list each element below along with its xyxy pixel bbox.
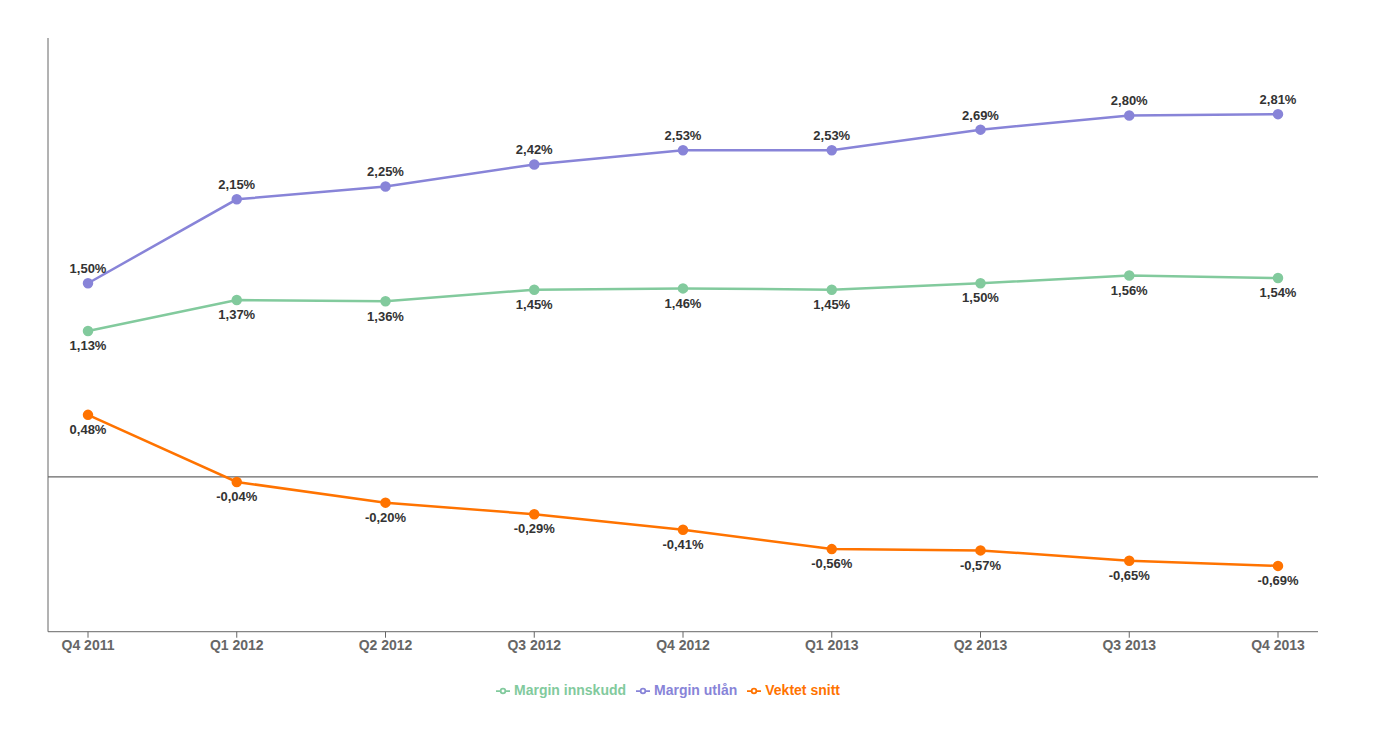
html-text:Margin utlån: Margin utlån <box>654 681 738 698</box>
svg-text:Q3 2012: Q3 2012 <box>507 637 561 653</box>
svg-text:Q1 2013: Q1 2013 <box>805 637 859 653</box>
svg-text:Q2 2012: Q2 2012 <box>359 637 413 653</box>
svg-text:1,46%: 1,46% <box>665 296 702 311</box>
svg-text:2,69%: 2,69% <box>962 108 999 123</box>
svg-text:1,36%: 1,36% <box>367 309 404 324</box>
svg-text:1,37%: 1,37% <box>218 307 255 322</box>
svg-text:1,50%: 1,50% <box>70 261 107 276</box>
svg-text:1,13%: 1,13% <box>70 338 107 353</box>
svg-text:2,53%: 2,53% <box>665 128 702 143</box>
svg-text:2,53%: 2,53% <box>813 128 850 143</box>
svg-text:Q4 2013: Q4 2013 <box>1251 637 1305 653</box>
svg-text:1,54%: 1,54% <box>1260 285 1297 300</box>
svg-text:2,25%: 2,25% <box>367 164 404 179</box>
svg-text:-0,69%: -0,69% <box>1257 573 1299 588</box>
svg-text:2,42%: 2,42% <box>516 142 553 157</box>
svg-text:Q4 2012: Q4 2012 <box>656 637 710 653</box>
svg-text:2,80%: 2,80% <box>1111 93 1148 108</box>
svg-text:-0,41%: -0,41% <box>662 537 704 552</box>
svg-text:-0,04%: -0,04% <box>216 489 258 504</box>
svg-text:-0,65%: -0,65% <box>1109 568 1151 583</box>
svg-text:1,45%: 1,45% <box>516 297 553 312</box>
svg-text:2,15%: 2,15% <box>218 177 255 192</box>
svg-text:-0,57%: -0,57% <box>960 558 1002 573</box>
html-text:Margin innskudd: Margin innskudd <box>514 681 626 698</box>
svg-text:1,45%: 1,45% <box>813 297 850 312</box>
svg-text:-0,20%: -0,20% <box>365 510 407 525</box>
svg-text:Q3 2013: Q3 2013 <box>1102 637 1156 653</box>
svg-text:1,50%: 1,50% <box>962 290 999 305</box>
html-text:Vektet snitt: Vektet snitt <box>765 681 840 698</box>
svg-text:1,56%: 1,56% <box>1111 283 1148 298</box>
svg-text:Q1 2012: Q1 2012 <box>210 637 264 653</box>
svg-text:2,81%: 2,81% <box>1260 92 1297 107</box>
svg-text:-0,29%: -0,29% <box>514 521 556 536</box>
svg-text:0,48%: 0,48% <box>70 422 107 437</box>
svg-text:-0,56%: -0,56% <box>811 556 853 571</box>
svg-text:Q4 2011: Q4 2011 <box>62 637 115 653</box>
svg-text:Q2 2013: Q2 2013 <box>954 637 1008 653</box>
